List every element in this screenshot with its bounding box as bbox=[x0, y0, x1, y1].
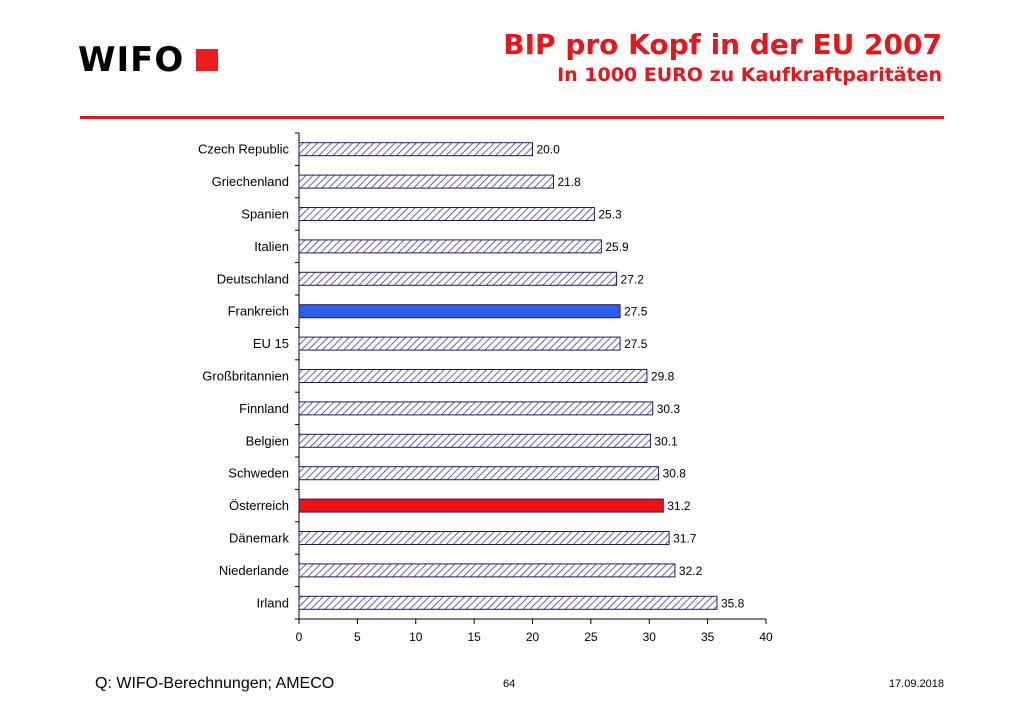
category-label: EU 15 bbox=[253, 336, 289, 351]
bar-finnland bbox=[298, 401, 654, 416]
category-label: Czech Republic bbox=[198, 142, 290, 157]
bar-belgien bbox=[298, 433, 651, 448]
value-label: 35.8 bbox=[721, 596, 745, 610]
category-label: Frankreich bbox=[228, 304, 289, 319]
logo-text: WIFO bbox=[78, 40, 185, 80]
category-label: Irland bbox=[256, 595, 289, 610]
header-rule bbox=[80, 116, 944, 119]
x-tick-label: 25 bbox=[584, 630, 598, 644]
value-label: 27.2 bbox=[621, 272, 645, 286]
bar-niederlande bbox=[298, 563, 676, 578]
wifo-logo: WIFO bbox=[78, 40, 219, 80]
bar-großbritannien bbox=[298, 369, 648, 383]
category-label: Großbritannien bbox=[202, 369, 289, 384]
value-label: 31.7 bbox=[673, 532, 697, 546]
category-label: Dänemark bbox=[229, 531, 289, 546]
category-label: Niederlande bbox=[219, 563, 289, 578]
source-note: Q: WIFO-Berechnungen; AMECO bbox=[95, 675, 335, 692]
x-tick-label: 0 bbox=[296, 630, 303, 644]
page-title: BIP pro Kopf in der EU 2007 bbox=[503, 28, 942, 61]
bar-deutschland bbox=[298, 271, 618, 286]
bar-italien bbox=[298, 239, 602, 254]
bar-irland bbox=[298, 595, 718, 610]
footer-date: 17.09.2018 bbox=[888, 678, 944, 690]
bar-frankreich bbox=[298, 304, 621, 319]
category-label: Belgien bbox=[246, 433, 289, 448]
bar-dänemark bbox=[298, 531, 670, 545]
category-label: Finnland bbox=[239, 401, 289, 416]
category-label: Griechenland bbox=[212, 174, 289, 189]
category-label: Italien bbox=[254, 239, 289, 254]
x-tick-label: 20 bbox=[526, 630, 540, 644]
x-tick-label: 15 bbox=[467, 630, 481, 644]
value-label: 29.8 bbox=[651, 370, 675, 384]
x-tick-label: 40 bbox=[759, 630, 773, 644]
value-label: 21.8 bbox=[558, 175, 582, 189]
value-label: 27.5 bbox=[624, 337, 648, 351]
logo-square-icon bbox=[196, 49, 219, 71]
value-label: 25.9 bbox=[605, 240, 629, 254]
bar-griechenland bbox=[298, 174, 555, 189]
value-label: 27.5 bbox=[624, 305, 648, 319]
value-label: 30.1 bbox=[654, 434, 678, 448]
category-label: Österreich bbox=[229, 498, 289, 513]
bar-eu-15 bbox=[298, 336, 621, 351]
value-label: 31.2 bbox=[667, 499, 691, 513]
bar-schweden bbox=[298, 466, 660, 481]
page-subtitle: In 1000 EURO zu Kaufkraftparitäten bbox=[557, 64, 942, 86]
x-tick-label: 30 bbox=[643, 630, 657, 644]
value-label: 25.3 bbox=[598, 208, 622, 222]
bar-czech-republic bbox=[298, 142, 533, 157]
page-number: 64 bbox=[503, 678, 516, 690]
value-label: 30.3 bbox=[657, 402, 681, 416]
x-tick-label: 10 bbox=[409, 630, 423, 644]
value-label: 20.0 bbox=[537, 143, 561, 157]
x-tick-label: 5 bbox=[354, 630, 361, 644]
category-label: Spanien bbox=[241, 207, 289, 222]
bar-österreich bbox=[298, 498, 664, 513]
category-label: Schweden bbox=[228, 466, 289, 481]
title-block: BIP pro Kopf in der EU 2007 In 1000 EURO… bbox=[503, 28, 942, 88]
bar-spanien bbox=[298, 207, 595, 221]
value-label: 32.2 bbox=[679, 564, 703, 578]
value-label: 30.8 bbox=[663, 467, 687, 481]
x-tick-label: 35 bbox=[701, 630, 715, 644]
category-label: Deutschland bbox=[217, 271, 289, 286]
